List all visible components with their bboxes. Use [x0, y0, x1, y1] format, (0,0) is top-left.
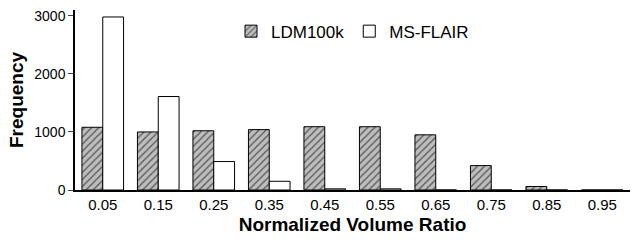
svg-text:MS-FLAIR: MS-FLAIR	[389, 23, 468, 42]
svg-text:0.75: 0.75	[477, 196, 506, 213]
svg-text:1000: 1000	[34, 124, 65, 140]
svg-text:0.65: 0.65	[421, 196, 450, 213]
svg-text:0.45: 0.45	[310, 196, 339, 213]
svg-text:0.35: 0.35	[255, 196, 284, 213]
svg-text:Frequency: Frequency	[6, 52, 27, 149]
svg-text:0.05: 0.05	[88, 196, 117, 213]
svg-text:0.15: 0.15	[144, 196, 173, 213]
svg-text:0.95: 0.95	[588, 196, 617, 213]
svg-text:0.85: 0.85	[532, 196, 561, 213]
svg-text:3000: 3000	[34, 8, 65, 24]
svg-text:0: 0	[58, 182, 66, 198]
svg-text:0.25: 0.25	[199, 196, 228, 213]
svg-text:Normalized Volume Ratio: Normalized Volume Ratio	[239, 214, 467, 235]
svg-text:LDM100k: LDM100k	[271, 23, 344, 42]
svg-text:0.55: 0.55	[366, 196, 395, 213]
svg-text:2000: 2000	[34, 66, 65, 82]
